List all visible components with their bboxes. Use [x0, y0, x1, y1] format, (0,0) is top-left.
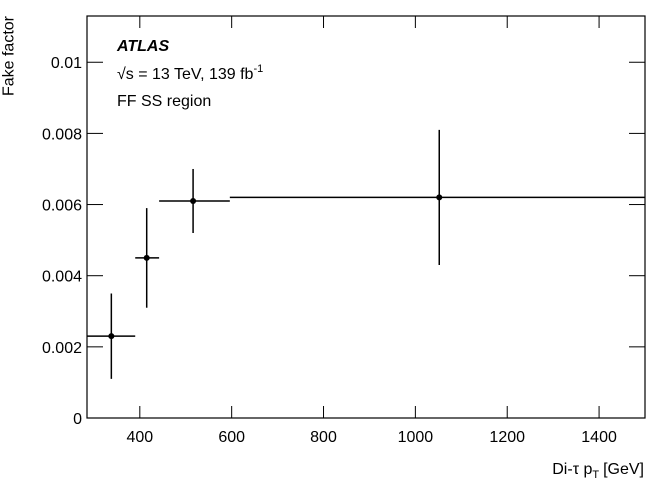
y-tick-label: 0.004 — [42, 269, 82, 286]
x-tick-label: 800 — [310, 429, 337, 446]
energy-text: √s = 13 TeV, 139 fb — [117, 66, 254, 83]
data-point — [143, 254, 150, 261]
y-tick-label: 0.008 — [42, 126, 82, 143]
x-tick-label: 600 — [218, 429, 245, 446]
x-label-text: Di-τ p — [552, 461, 592, 478]
energy-sup: -1 — [253, 63, 263, 75]
data-point — [108, 333, 115, 340]
x-label-sub: T — [592, 469, 599, 481]
y-tick-label: 0.01 — [51, 55, 82, 72]
y-tick-label: 0.002 — [42, 340, 82, 357]
experiment-label: ATLAS — [116, 38, 169, 55]
x-tick-label: 400 — [126, 429, 153, 446]
plot-frame — [86, 15, 646, 419]
x-label-unit: [GeV] — [603, 461, 644, 478]
x-axis-label: Di-τ pT [GeV] — [552, 461, 644, 481]
data-point — [436, 194, 443, 201]
energy-label: √s = 13 TeV, 139 fb-1 — [117, 63, 263, 83]
x-tick-label: 1000 — [398, 429, 434, 446]
y-axis-label: Fake factor — [0, 15, 17, 96]
region-label: FF SS region — [117, 93, 211, 110]
y-tick-label: 0.006 — [42, 198, 82, 215]
x-tick-label: 1200 — [489, 429, 525, 446]
x-tick-label: 1400 — [581, 429, 617, 446]
y-tick-label: 0 — [73, 411, 82, 428]
data-point — [190, 197, 197, 204]
